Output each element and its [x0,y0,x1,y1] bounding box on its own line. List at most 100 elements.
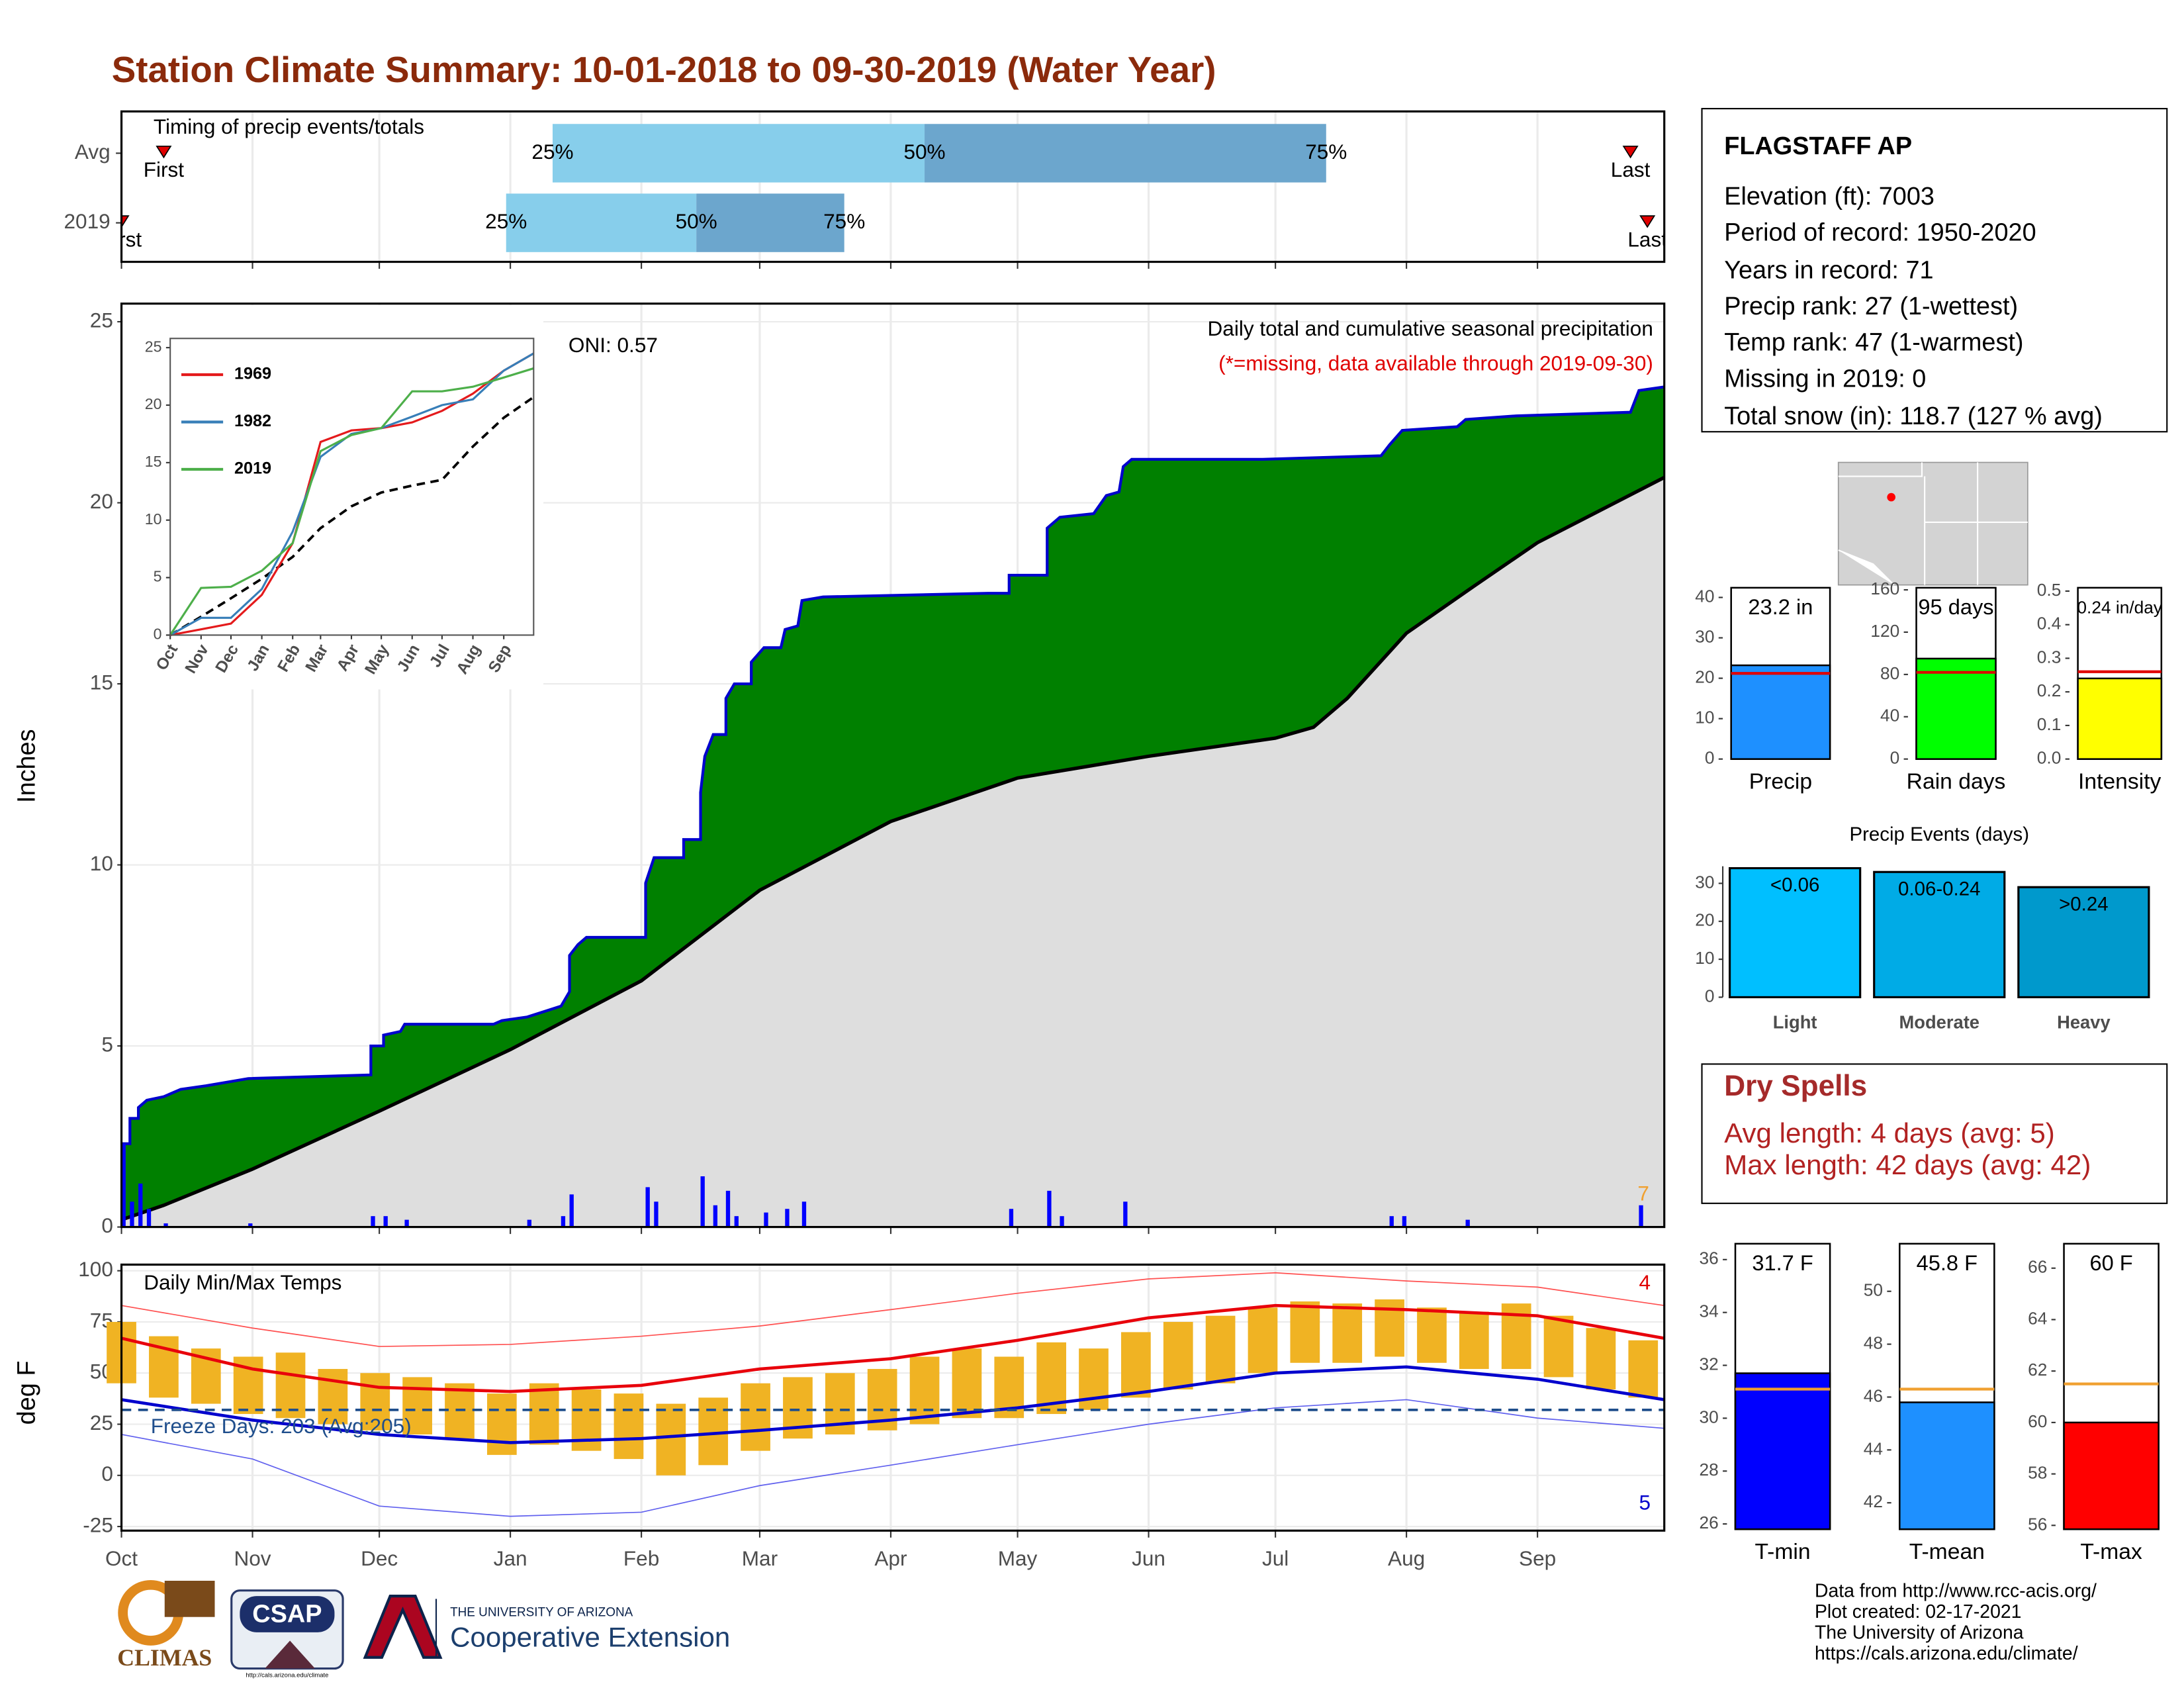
chart-title: Precip Events (days) [1849,823,2029,845]
series-line [169,352,535,636]
csap-text: CSAP [252,1601,322,1628]
y-tick-label: 0.1 [2037,714,2062,734]
x-tick-label: May [998,1546,1038,1570]
x-tick-label: Mar [742,1546,778,1570]
y-tick-label: 48 [1864,1333,1883,1353]
bar [1729,867,1862,999]
y-tick-label: 20 [90,489,113,513]
timing-bar [552,124,925,183]
y-tick-label: 25 [90,308,113,332]
temp-bar [402,1377,432,1434]
average-area [121,477,1664,1227]
bar [2063,1421,2160,1530]
station-box [1701,108,2168,433]
daily-bar [561,1216,566,1227]
y-tick-label: 58 [2028,1463,2047,1483]
y-tick-label: 40 [1880,706,1899,726]
bar [1899,1401,1995,1530]
x-tick-label: Dec [361,1546,398,1570]
timing-marker-label: Last [1611,158,1651,181]
y-tick-label: 28 [1700,1460,1719,1479]
y-tick-label: 5 [154,568,162,585]
percent-label: 50% [903,140,945,164]
record-count: 7 [1637,1182,1649,1205]
y-tick-label: 10 [90,851,113,875]
dry-spells-box [1701,1063,2168,1204]
dry-spells-line: Max length: 42 days (avg: 42) [1724,1149,2091,1180]
y-tick-label: 64 [2028,1308,2047,1328]
daily-bar [404,1219,409,1227]
daily-bar [1402,1216,1407,1227]
y-tick-label: 0 [101,1213,113,1237]
y-tick-label: 10 [1695,948,1714,968]
daily-bar [801,1201,807,1227]
y-tick-label: 36 [1700,1248,1719,1268]
y-tick-label: 44 [1864,1438,1883,1458]
x-tick-label: Oct [105,1546,138,1570]
bar-label: >0.24 [2059,893,2109,915]
y-tick-label: 32 [1700,1354,1719,1374]
daily-bar [146,1209,152,1227]
y-tick-label: 0 [1705,986,1715,1006]
temp-bar [909,1356,940,1425]
y-tick-label: -25 [83,1513,113,1536]
panel-frame [120,110,1666,263]
temp-bar [1459,1311,1489,1370]
value-label: 31.7 F [1752,1250,1813,1275]
timing-bar [696,193,844,252]
temp-bar [1205,1315,1236,1383]
temp-bar [656,1403,686,1476]
daily-bar [121,1143,126,1227]
daily-bar [248,1223,253,1227]
temp-bar [614,1393,644,1460]
temp-bar [486,1393,517,1455]
category-label: T-mean [1909,1540,1985,1564]
legend-label: 1969 [234,365,271,383]
station-line: Total snow (in): 118.7 (127 % avg) [1724,402,2103,430]
daily-bar [1123,1201,1128,1227]
temp-bar [1121,1332,1151,1398]
y-tick-label: 10 [145,510,162,528]
daily-bar [1639,1205,1643,1227]
temp-bar [275,1352,306,1419]
timing-marker [1622,146,1639,159]
temp-bar [1248,1307,1278,1374]
y-tick-label: 0.5 [2037,580,2062,600]
y-tick-label: 20 [1695,910,1714,930]
series-line [169,352,535,636]
x-tick-label: Jul [1262,1546,1289,1570]
csap-logo: CSAP http://cals.arizona.edu/climate [230,1589,344,1679]
ua-logo: THE UNIVERSITY OF ARIZONA Cooperative Ex… [363,1595,730,1659]
y-tick-label: 30 [1695,626,1714,646]
timing-title: Timing of precip events/totals [154,115,424,138]
page-title: Station Climate Summary: 10-01-2018 to 0… [112,49,1216,90]
average-line [120,475,1665,1222]
y-tick-label: 0.3 [2037,647,2062,667]
x-tick-label: Sep [1519,1546,1556,1570]
daily-bar [713,1205,718,1227]
y-tick-label: 100 [78,1257,113,1281]
y-tick-label: 30 [1695,872,1714,892]
bar [2077,677,2163,760]
y-axis-label: Inches [13,729,41,803]
y-tick-label: 80 [1880,663,1899,683]
daily-bar [138,1183,143,1227]
x-tick-label: Nov [234,1546,271,1570]
timing-marker [121,215,130,228]
y-tick-label: 25 [90,1411,113,1434]
category-label: Precip [1749,769,1812,794]
daily-bar [383,1216,388,1227]
percent-label: 25% [485,209,527,233]
percent-label: 50% [676,209,717,233]
temp-bar [1163,1321,1193,1389]
extension-text: Cooperative Extension [450,1621,730,1652]
temp-bar [360,1373,390,1430]
y-tick-label: 25 [145,338,162,355]
chart-title: Daily Min/Max Temps [144,1270,341,1294]
category-label: Heavy [2057,1012,2111,1033]
y-tick-label: 66 [2028,1257,2047,1277]
y-tick-label: 26 [1700,1513,1719,1532]
daily-bar [764,1212,768,1227]
record-line [121,1272,1664,1347]
daily-bar [130,1201,134,1227]
